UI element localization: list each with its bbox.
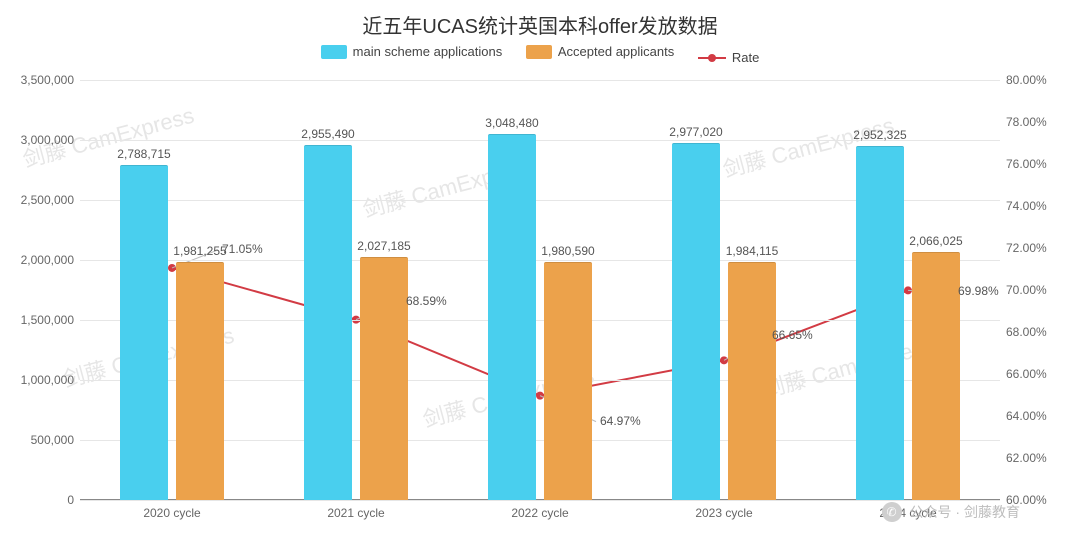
x-category: 2020 cycle [80, 500, 264, 520]
y-right-tick: 62.00% [1006, 451, 1062, 465]
bar-label-applications: 2,955,490 [301, 127, 354, 141]
bar-applications [120, 165, 168, 500]
y-left-tick: 2,500,000 [4, 193, 74, 207]
footer-text: 公众号 · 剑藤教育 [910, 502, 1020, 522]
y-left-tick: 3,000,000 [4, 133, 74, 147]
bar-applications [672, 143, 720, 500]
y-right-tick: 72.00% [1006, 241, 1062, 255]
wechat-icon: ✆ [882, 502, 902, 522]
rate-label: 69.98% [958, 284, 999, 298]
bar-label-applications: 2,788,715 [117, 147, 170, 161]
rate-label: 68.59% [406, 294, 447, 308]
y-right-tick: 66.00% [1006, 367, 1062, 381]
y-right-tick: 70.00% [1006, 283, 1062, 297]
bar-label-applications: 3,048,480 [485, 116, 538, 130]
bar-accepted [912, 252, 960, 500]
rate-label: 64.97% [600, 414, 641, 428]
legend-item-series2: Accepted applicants [526, 44, 674, 59]
y-right-tick: 80.00% [1006, 73, 1062, 87]
y-right-tick: 74.00% [1006, 199, 1062, 213]
y-left-tick: 1,000,000 [4, 373, 74, 387]
y-left-tick: 3,500,000 [4, 73, 74, 87]
rate-label: 71.05% [222, 242, 263, 256]
y-right-tick: 78.00% [1006, 115, 1062, 129]
legend-swatch-series1 [321, 45, 347, 59]
bar-label-applications: 2,952,325 [853, 128, 906, 142]
legend-swatch-rate [698, 57, 726, 59]
chart-area: 0500,0001,000,0001,500,0002,000,0002,500… [80, 80, 1000, 500]
category-group: 3,048,4801,980,5902022 cycle [448, 80, 632, 500]
bar-applications [304, 145, 352, 500]
y-right-tick: 64.00% [1006, 409, 1062, 423]
x-category: 2022 cycle [448, 500, 632, 520]
bar-label-accepted: 1,981,255 [173, 244, 226, 258]
bar-accepted [176, 262, 224, 500]
legend-label-rate: Rate [732, 50, 759, 65]
bar-label-accepted: 2,027,185 [357, 239, 410, 253]
legend-label-series1: main scheme applications [353, 44, 503, 59]
x-category: 2021 cycle [264, 500, 448, 520]
y-left-tick: 0 [4, 493, 74, 507]
y-left-tick: 1,500,000 [4, 313, 74, 327]
bar-label-applications: 2,977,020 [669, 125, 722, 139]
footer-badge: ✆ 公众号 · 剑藤教育 [882, 502, 1020, 522]
legend-label-series2: Accepted applicants [558, 44, 674, 59]
legend-item-rate: Rate [698, 50, 759, 65]
bar-label-accepted: 2,066,025 [909, 234, 962, 248]
bar-accepted [728, 262, 776, 500]
category-group: 2,788,7151,981,2552020 cycle [80, 80, 264, 500]
bar-accepted [544, 262, 592, 500]
bar-applications [856, 146, 904, 500]
bar-label-accepted: 1,984,115 [726, 244, 779, 258]
y-right-tick: 68.00% [1006, 325, 1062, 339]
legend: main scheme applications Accepted applic… [0, 44, 1080, 65]
category-group: 2,955,4902,027,1852021 cycle [264, 80, 448, 500]
legend-item-series1: main scheme applications [321, 44, 503, 59]
chart-title: 近五年UCAS统计英国本科offer发放数据 [0, 10, 1080, 39]
bar-label-accepted: 1,980,590 [541, 244, 594, 258]
bar-applications [488, 134, 536, 500]
bar-accepted [360, 257, 408, 500]
x-category: 2023 cycle [632, 500, 816, 520]
category-group: 2,977,0201,984,1152023 cycle [632, 80, 816, 500]
y-left-tick: 2,000,000 [4, 253, 74, 267]
y-right-tick: 76.00% [1006, 157, 1062, 171]
y-left-tick: 500,000 [4, 433, 74, 447]
legend-swatch-series2 [526, 45, 552, 59]
rate-label: 66.65% [772, 328, 813, 342]
